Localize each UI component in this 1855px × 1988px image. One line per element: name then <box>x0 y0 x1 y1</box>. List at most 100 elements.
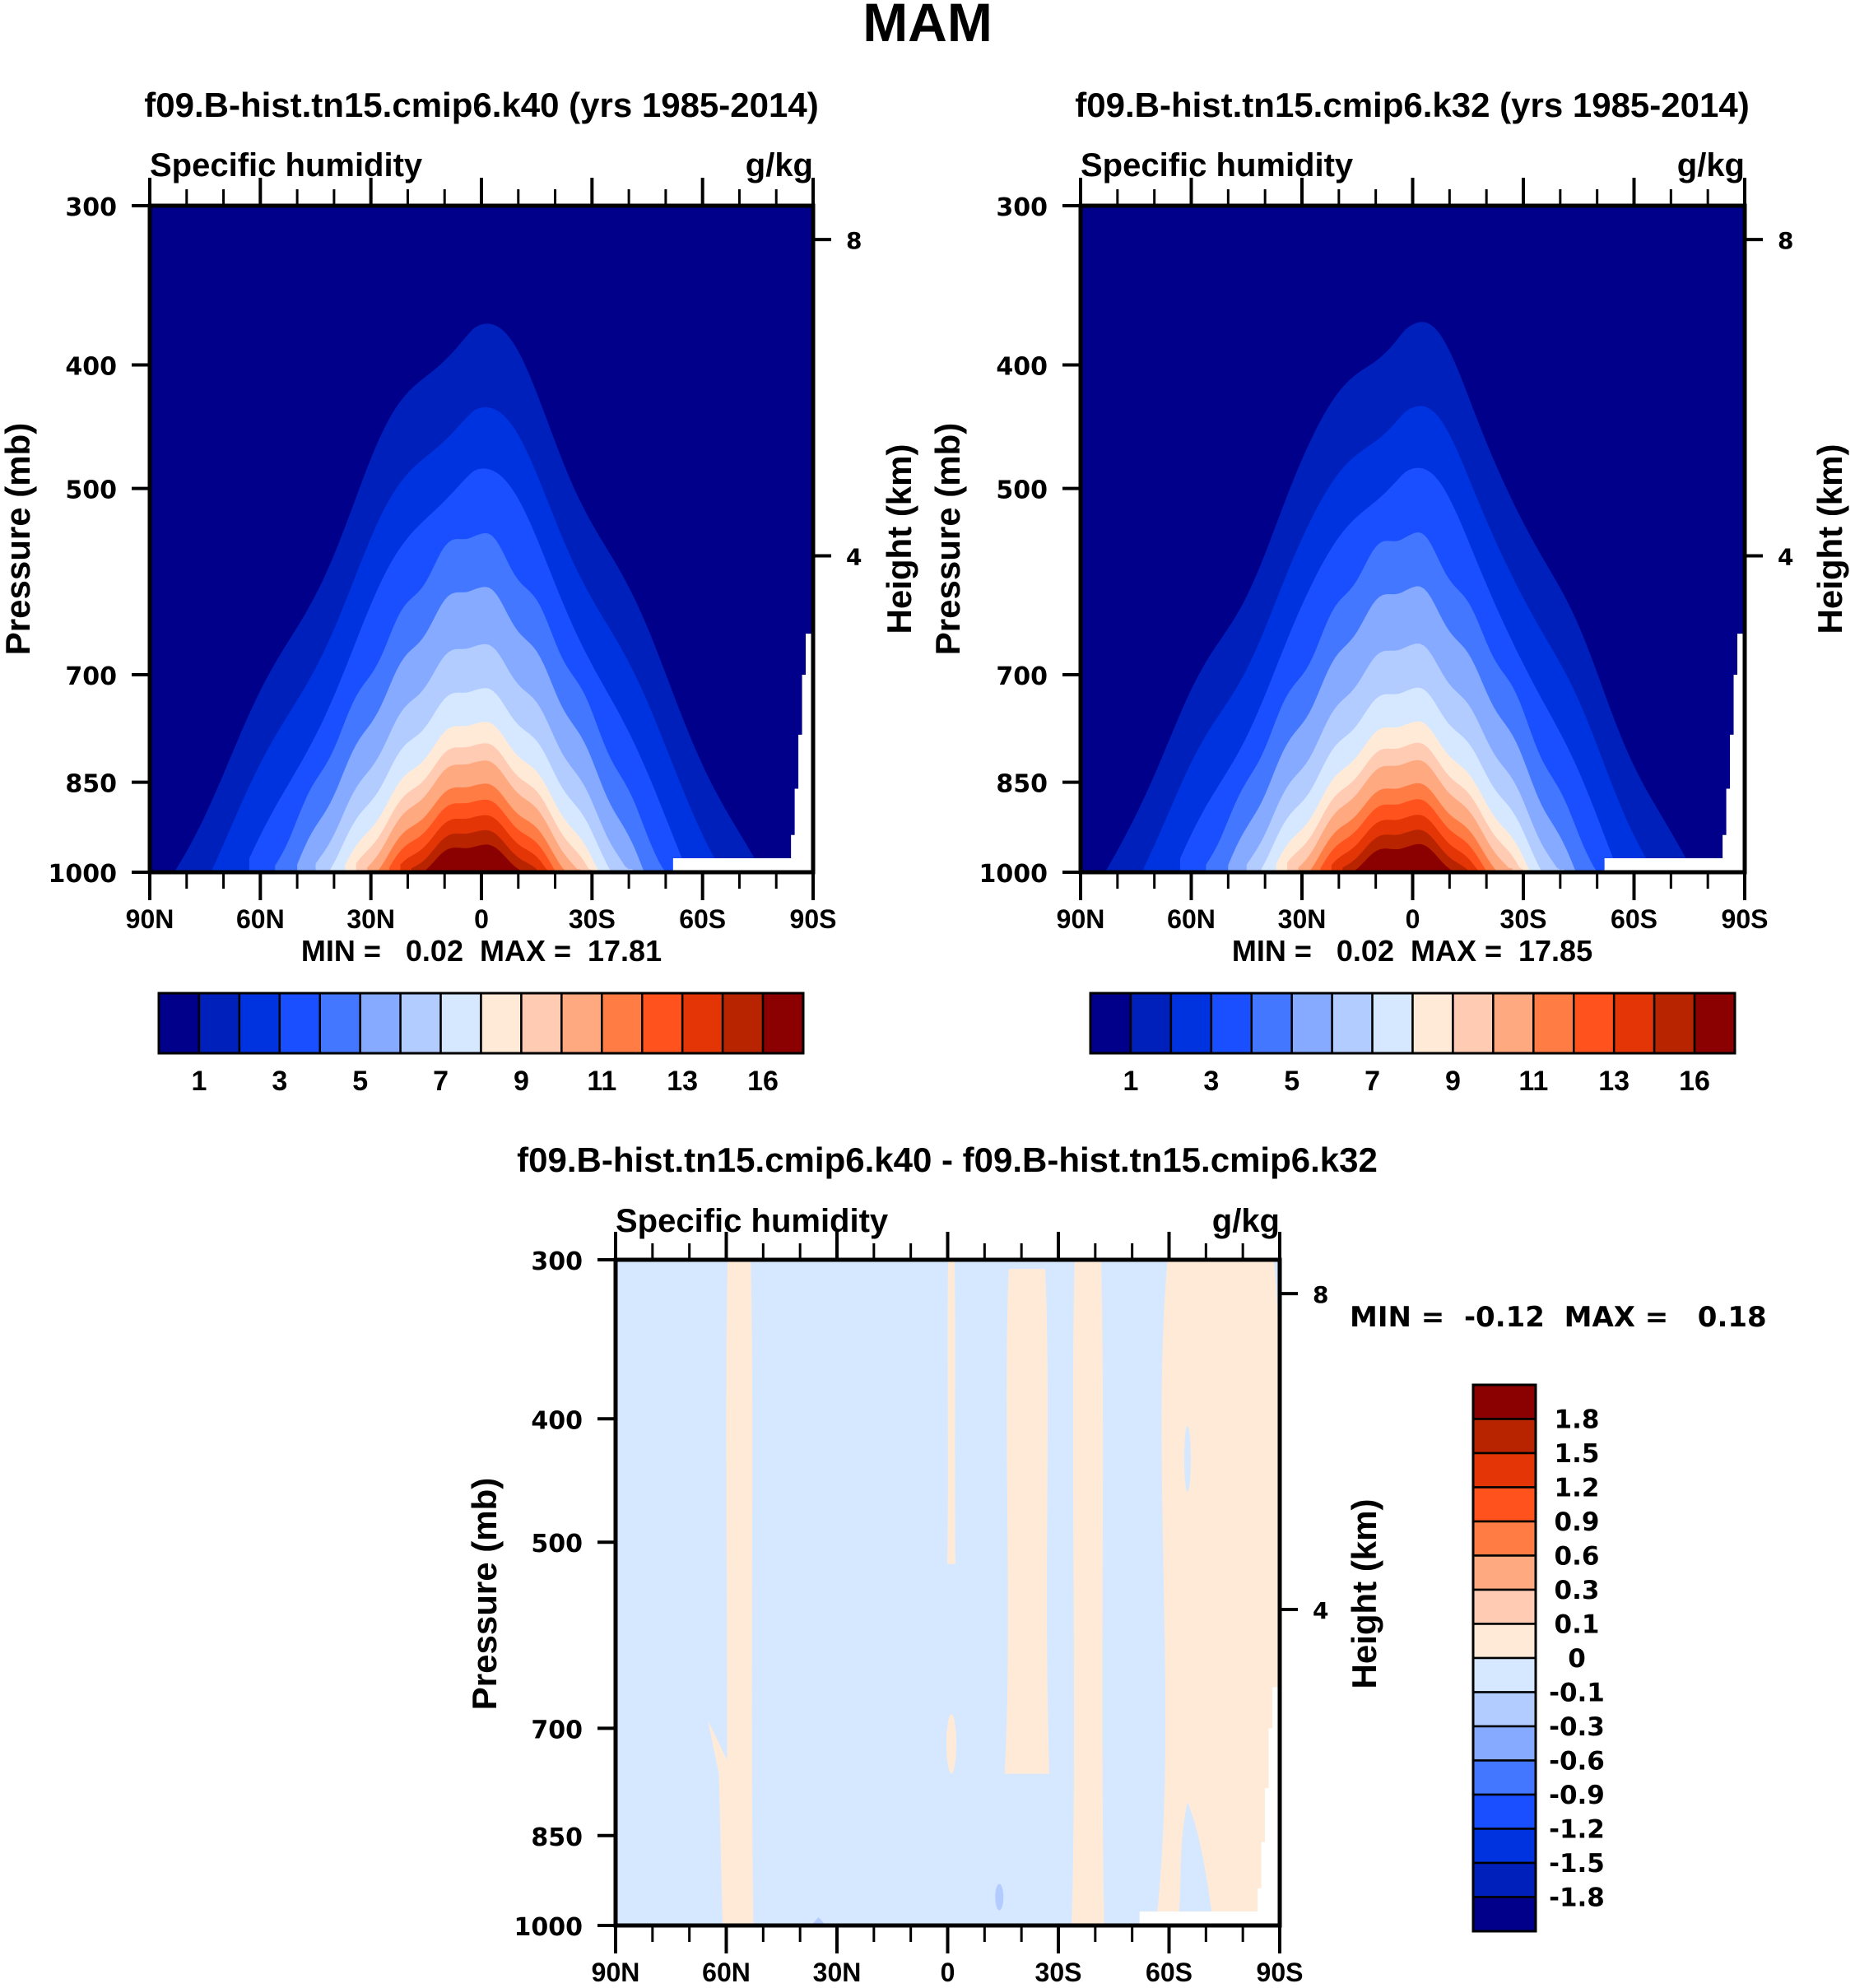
colorbar-box-14 <box>1653 992 1696 1055</box>
x-tick-label: 60N <box>236 904 285 934</box>
colorbar-box-14 <box>1471 1861 1537 1898</box>
panel-title: f09.B-hist.tn15.cmip6.k32 (yrs 1985-2014… <box>1075 86 1749 124</box>
panel-k32: f09.B-hist.tn15.cmip6.k32 (yrs 1985-2014… <box>928 86 1849 1097</box>
contour-band-16 <box>433 855 515 872</box>
colorbar-frame <box>1089 992 1736 1055</box>
x-tick-label: 30N <box>346 904 395 934</box>
y-tick-label: 500 <box>996 476 1048 505</box>
x-tick-label: 30S <box>1500 904 1547 934</box>
colorbar-box-4 <box>1250 992 1293 1055</box>
y-tick-label: 850 <box>531 1823 583 1852</box>
x-tick-label: 30S <box>569 904 616 934</box>
colorbar-tick-label: 16 <box>1679 1066 1710 1097</box>
colorbar-box-9 <box>1452 992 1495 1055</box>
colorbar-box-9 <box>520 992 563 1055</box>
colorbar-tick-label: 0.6 <box>1555 1542 1600 1572</box>
colorbar-box-14 <box>721 992 765 1055</box>
colorbar-box-7 <box>1371 992 1414 1055</box>
contour-band-16 <box>1365 855 1446 872</box>
x-tick-label: 60S <box>1146 1958 1192 1987</box>
colorbar-tick-label: 5 <box>1284 1066 1299 1097</box>
min-max-stats: MIN = 0.02 MAX = 17.85 <box>1232 934 1592 968</box>
colorbar-tick-label: 0.3 <box>1555 1576 1600 1605</box>
y-tick-label: 500 <box>65 476 117 505</box>
colorbar-tick-label: 1.5 <box>1555 1439 1600 1469</box>
y-axis-right-label: Height (km) <box>880 444 918 634</box>
colorbar-tick-label: 1 <box>1123 1066 1138 1097</box>
colorbar-box-3 <box>1471 1486 1537 1523</box>
min-max-stats: MIN = 0.02 MAX = 17.81 <box>301 934 662 968</box>
colorbar-tick-label: 0 <box>1568 1644 1586 1674</box>
colorbar-tick-label: 13 <box>667 1066 698 1097</box>
plot-frame <box>1078 203 1747 875</box>
units-label: g/kg <box>1677 147 1745 183</box>
panel-title: f09.B-hist.tn15.cmip6.k40 (yrs 1985-2014… <box>144 86 818 124</box>
x-tick-label: 0 <box>474 904 489 934</box>
colorbar-tick-label: 0.1 <box>1555 1610 1600 1640</box>
colorbar-box-3 <box>278 992 321 1055</box>
positive-anomaly-band <box>1155 1260 1280 1925</box>
y-axis-label: Pressure (mb) <box>465 1478 504 1710</box>
colorbar-tick-label: 13 <box>1598 1066 1630 1097</box>
variable-label: Specific humidity <box>616 1203 889 1239</box>
positive-anomaly-patch <box>946 1714 956 1774</box>
x-tick-label: 30N <box>1278 904 1327 934</box>
x-tick-label: 90S <box>1257 1958 1304 1987</box>
negative-anomaly-patch <box>1183 1425 1191 1492</box>
y-tick-label: 850 <box>65 770 117 799</box>
positive-anomaly-band <box>1004 1269 1050 1774</box>
colorbar-tick-label: 9 <box>1445 1066 1461 1097</box>
colorbar-box-12 <box>641 992 684 1055</box>
positive-anomaly-band <box>708 1720 737 1925</box>
y-tick-label: 300 <box>531 1247 583 1276</box>
positive-anomaly-band <box>724 1260 754 1925</box>
y-right-tick-label: 4 <box>1313 1597 1328 1624</box>
colorbar-tick-label: 5 <box>352 1066 368 1097</box>
x-tick-label: 60N <box>702 1958 751 1987</box>
y-right-tick-label: 8 <box>846 227 862 254</box>
colorbar-box-4 <box>318 992 361 1055</box>
colorbar-box-11 <box>1471 1759 1537 1796</box>
variable-label: Specific humidity <box>1081 147 1354 183</box>
y-tick-label: 300 <box>65 193 117 222</box>
colorbar-box-5 <box>1471 1554 1537 1591</box>
colorbar-box-0 <box>157 992 201 1055</box>
colorbar-box-3 <box>1210 992 1253 1055</box>
colorbar-box-2 <box>238 992 281 1055</box>
colorbar: 1.8 1.5 1.2 0.9 0.6 0.3 0.1 0 -0.1 -0.3 -0.6 -0.9 -1… <box>1471 1383 1605 1933</box>
colorbar-box-10 <box>1471 1725 1537 1762</box>
units-label: g/kg <box>1212 1203 1280 1239</box>
y-tick-label: 400 <box>531 1406 583 1435</box>
colorbar-tick-label: -1.2 <box>1549 1815 1605 1845</box>
x-tick-label: 90S <box>1722 904 1769 934</box>
colorbar-tick-label: 16 <box>747 1066 779 1097</box>
y-right-tick-label: 4 <box>846 544 862 571</box>
colorbar-tick-label: -1.5 <box>1549 1849 1605 1879</box>
colorbar-tick-label: 3 <box>272 1066 287 1097</box>
x-tick-label: 30S <box>1035 1958 1082 1987</box>
colorbar-tick-label: -0.6 <box>1549 1747 1605 1777</box>
colorbar-frame <box>1471 1383 1537 1933</box>
colorbar-box-7 <box>1471 1623 1537 1660</box>
x-tick-label: 60S <box>679 904 726 934</box>
colorbar-box-8 <box>1471 1656 1537 1693</box>
colorbar: 1 3 5 7 9 11 13 16 <box>157 992 805 1097</box>
y-tick-label: 850 <box>996 770 1048 799</box>
y-tick-label: 500 <box>531 1530 583 1558</box>
colorbar-box-11 <box>601 992 644 1055</box>
colorbar-box-1 <box>1129 992 1173 1055</box>
figure-title: MAM <box>862 0 993 53</box>
x-tick-label: 0 <box>941 1958 955 1987</box>
colorbar-tick-label: 7 <box>1365 1066 1380 1097</box>
plot-frame <box>613 1257 1282 1928</box>
contour-plot: 300 400 500 700 850 1000 8 4 90N 60N 30N 0 30S 60S 90S <box>49 178 862 934</box>
colorbar-box-0 <box>1471 1383 1537 1420</box>
positive-anomaly-band <box>1072 1260 1104 1925</box>
colorbar-tick-label: 0.9 <box>1555 1507 1600 1537</box>
x-tick-label: 90S <box>790 904 837 934</box>
colorbar-box-1 <box>198 992 241 1055</box>
missing-data-region <box>1139 1687 1280 1925</box>
colorbar-tick-label: -0.3 <box>1549 1712 1605 1742</box>
colorbar-box-7 <box>439 992 482 1055</box>
colorbar-box-2 <box>1169 992 1213 1055</box>
